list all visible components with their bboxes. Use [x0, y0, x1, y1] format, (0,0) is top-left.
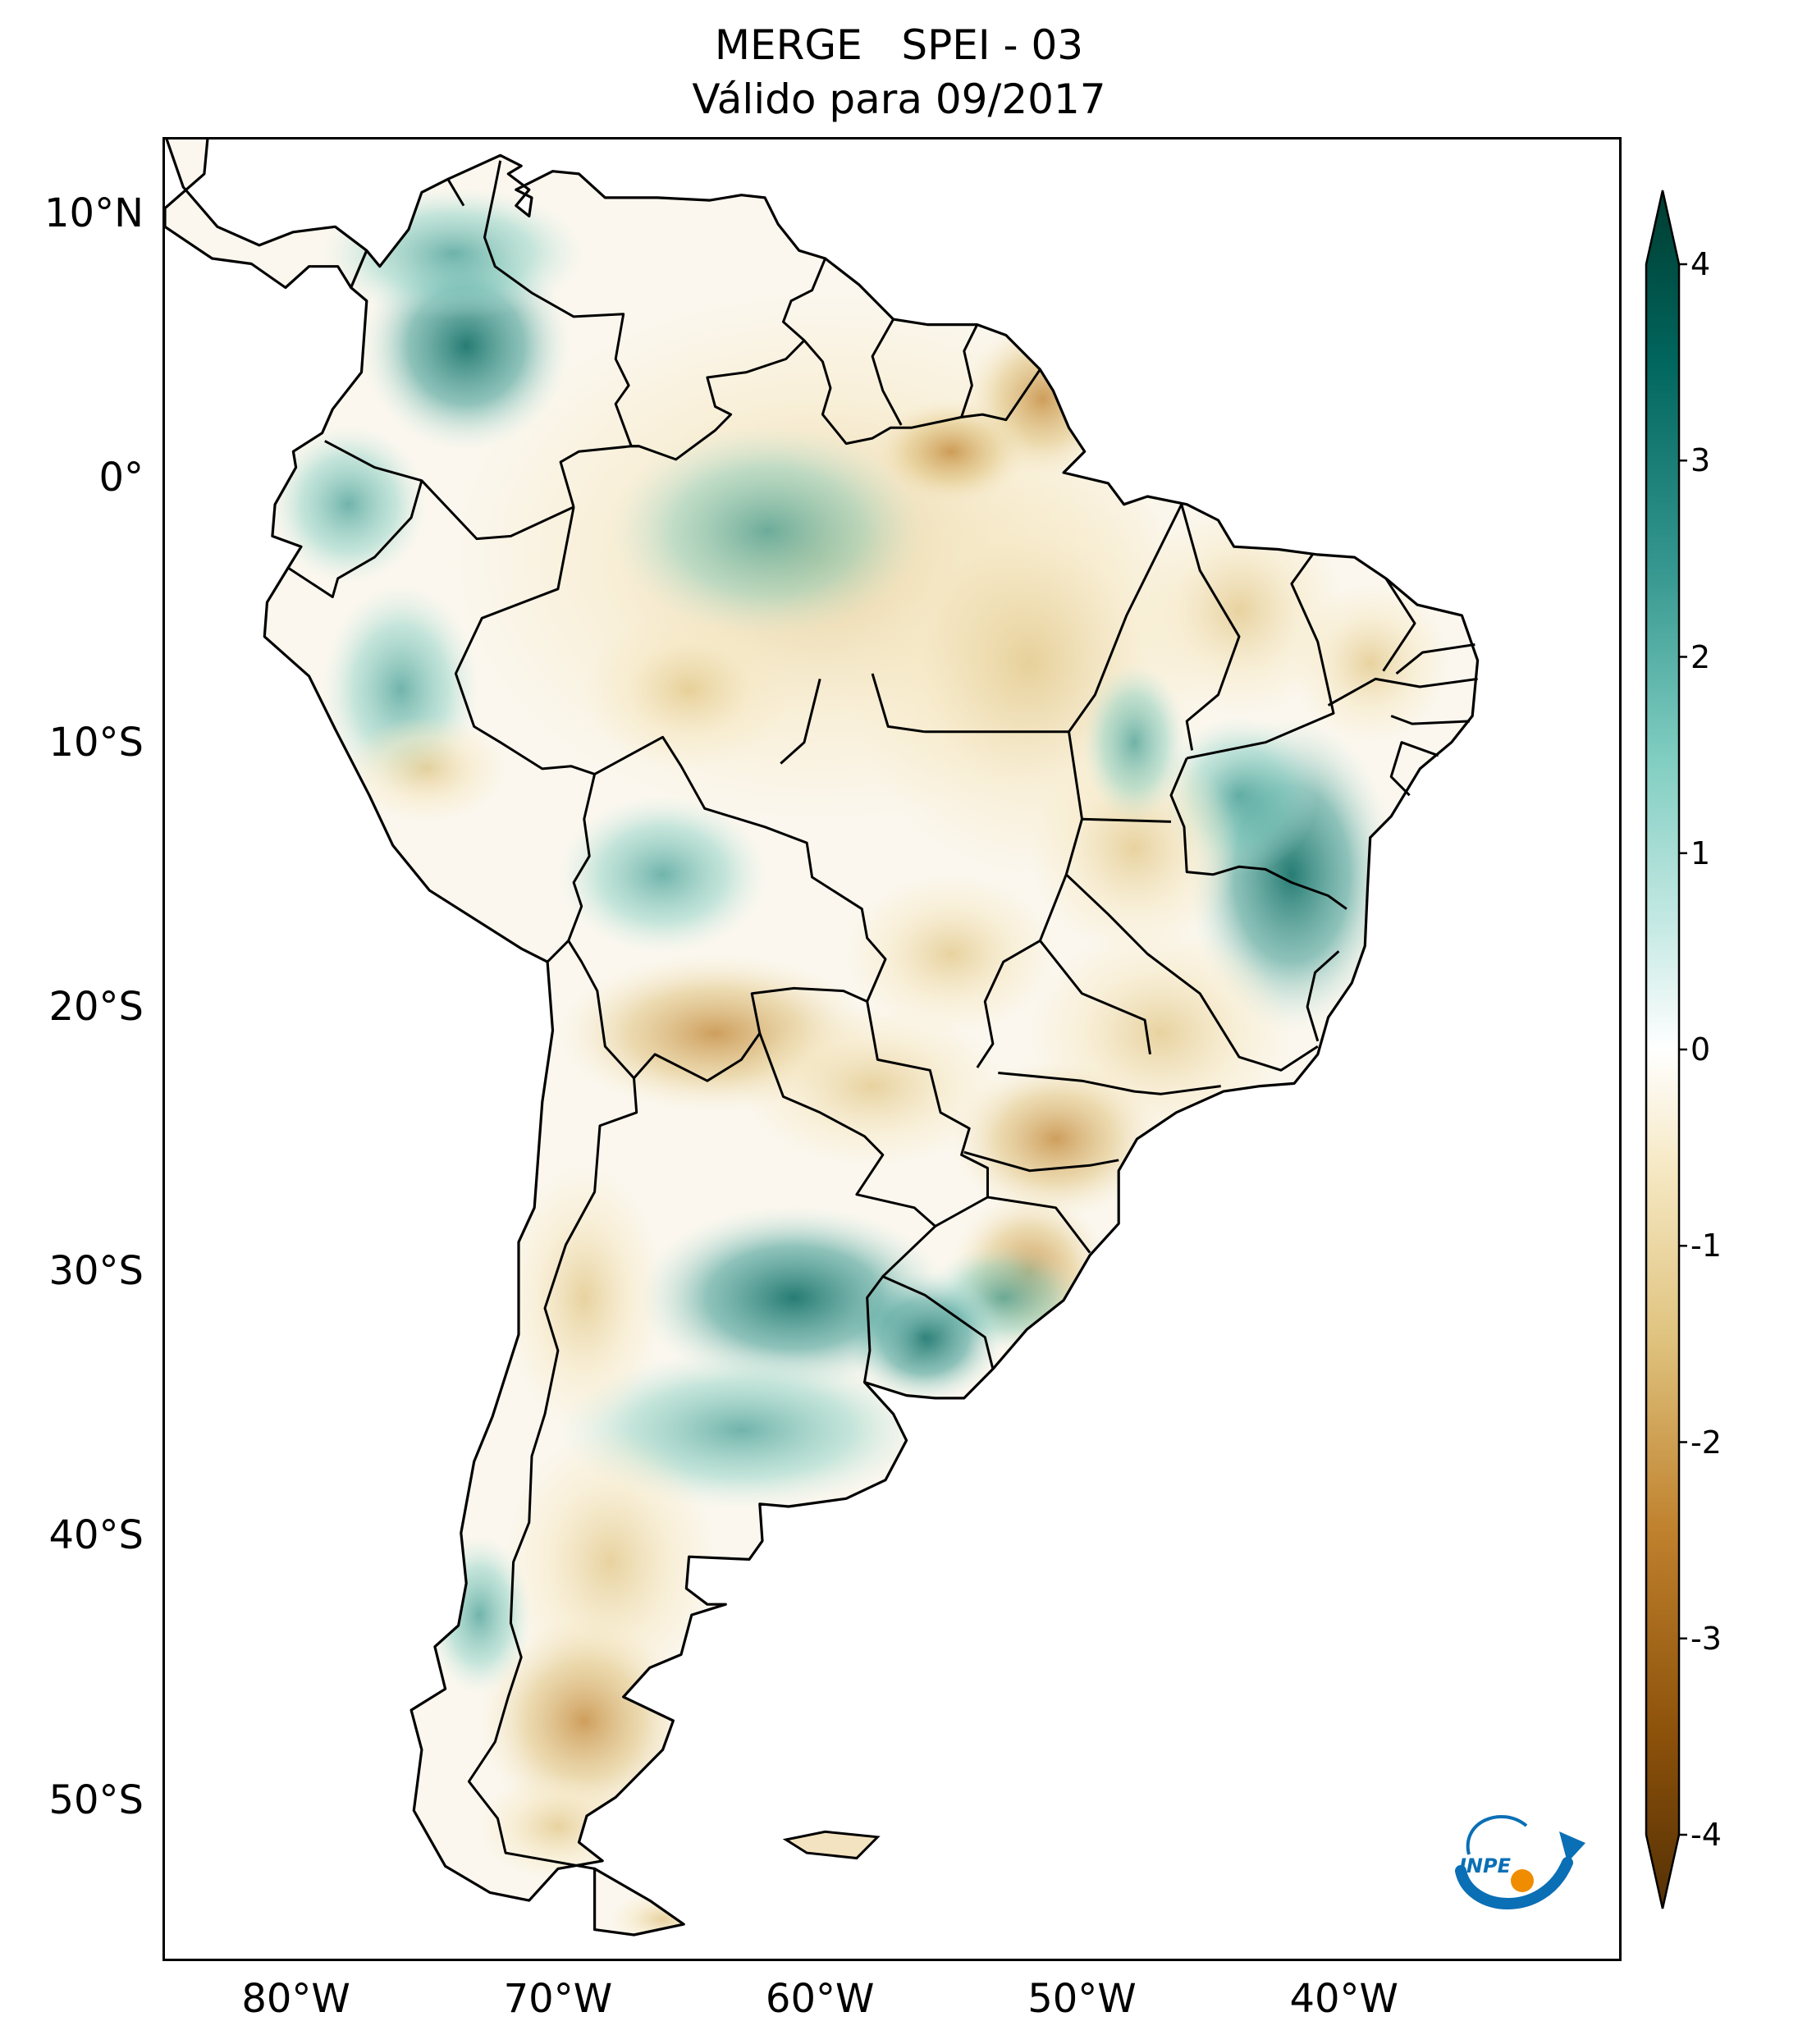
- inpe-logo: INPE: [1455, 1815, 1585, 1909]
- colorbar-tick-label: 1: [1690, 835, 1711, 871]
- border-line: [1186, 554, 1335, 760]
- latitude-label: 40°S: [48, 1512, 144, 1559]
- border-line: [1395, 643, 1475, 675]
- spei-anomaly-patch: [636, 1205, 951, 1391]
- spei-anomaly-patch: [610, 1892, 716, 1935]
- colorbar-tick-label: -1: [1690, 1228, 1722, 1264]
- colorbar-tick-label: 0: [1690, 1031, 1711, 1068]
- latitude-label: 0°: [98, 455, 144, 501]
- border-line: [1039, 940, 1151, 1055]
- border-line: [871, 318, 903, 426]
- spei-anomaly-layer: [269, 187, 1449, 1935]
- colorbar-tick-label: -3: [1690, 1620, 1722, 1657]
- spei-colorbar: [1645, 190, 1687, 1909]
- border-line: [871, 673, 926, 734]
- border-line: [1327, 677, 1478, 706]
- border-line: [998, 1072, 1221, 1095]
- border-line: [287, 480, 423, 598]
- border-line: [863, 1275, 885, 1383]
- spei-anomaly-patch: [872, 398, 1030, 505]
- border-line: [803, 339, 1041, 446]
- border-line: [446, 178, 465, 207]
- latitude-label: 10°S: [48, 719, 144, 766]
- border-line: [1390, 715, 1471, 725]
- border-line: [324, 440, 574, 541]
- longitude-label: 60°W: [765, 1976, 875, 2022]
- longitude-label: 80°W: [241, 1976, 350, 2022]
- border-line: [1082, 817, 1172, 823]
- falkland-islands: [782, 1830, 881, 1860]
- border-line: [987, 1196, 1091, 1254]
- border-line: [1382, 578, 1416, 672]
- border-line: [467, 1077, 638, 1870]
- map-panel: [162, 137, 1622, 1961]
- spei-anomaly-patch: [1029, 742, 1240, 954]
- longitude-label: 40°W: [1289, 1976, 1399, 2022]
- border-line: [1065, 873, 1319, 1072]
- border-line: [1068, 504, 1183, 733]
- spei-anomaly-patch: [1082, 663, 1187, 822]
- colorbar-tick-label: 3: [1690, 442, 1711, 479]
- spei-anomaly-patch: [610, 425, 925, 637]
- map-title-line1: MERGE SPEI - 03: [714, 21, 1084, 69]
- border-line: [758, 1032, 936, 1228]
- border-line: [963, 1150, 1119, 1173]
- latitude-label: 10°N: [44, 190, 144, 237]
- latitude-label: 20°S: [48, 983, 144, 1030]
- south-america-map: [165, 139, 1480, 1937]
- border-line: [1389, 741, 1439, 797]
- logo-text: INPE: [1459, 1854, 1512, 1877]
- border-line: [567, 940, 635, 1079]
- coastline: [165, 139, 1480, 1937]
- spei-anomaly-patch: [741, 1006, 1004, 1166]
- colorbar-tick-label: -2: [1690, 1424, 1722, 1461]
- latitude-label: 30°S: [48, 1248, 144, 1295]
- colorbar-tick-label: -4: [1690, 1817, 1722, 1853]
- spei-anomaly-patch: [846, 874, 1056, 1034]
- spei-anomaly-patch: [950, 1059, 1161, 1219]
- colorbar-body: [1645, 190, 1681, 1909]
- spei-anomaly-patch: [506, 1165, 663, 1430]
- latitude-label: 50°S: [48, 1776, 144, 1823]
- colorbar-tick-label: 2: [1690, 638, 1711, 675]
- border-line: [559, 258, 826, 508]
- border-line: [1180, 504, 1241, 751]
- map-title-line2: Válido para 09/2017: [692, 75, 1106, 123]
- border-line: [960, 323, 979, 418]
- longitude-label: 50°W: [1027, 1976, 1137, 2022]
- country-borders: [287, 160, 1478, 1870]
- spei-anomaly-patch: [583, 610, 794, 769]
- spei-anomaly-patch: [479, 1615, 689, 1827]
- longitude-label: 70°W: [503, 1976, 613, 2022]
- colorbar-tick-label: 4: [1690, 246, 1711, 282]
- spei-anomaly-patch: [479, 1773, 637, 1880]
- spei-anomaly-patch: [557, 795, 768, 954]
- border-line: [780, 679, 821, 765]
- spei-anomaly-patch: [348, 716, 506, 822]
- border-line: [1306, 950, 1340, 1042]
- border-line: [483, 160, 639, 448]
- border-line: [1169, 757, 1347, 910]
